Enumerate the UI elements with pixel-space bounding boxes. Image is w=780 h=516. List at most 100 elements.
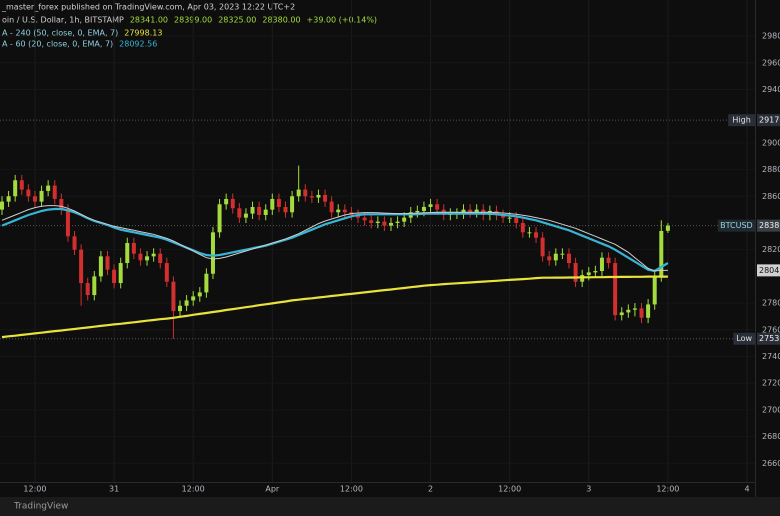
candle-body: [92, 276, 97, 296]
candle-body: [158, 253, 163, 264]
candle-body: [573, 263, 578, 282]
candle-body: [329, 201, 334, 213]
candle-body: [224, 198, 229, 205]
price-tag-label-box: [717, 219, 755, 232]
y-tick-label: 29000: [762, 138, 780, 147]
candle-body: [514, 217, 519, 223]
y-tick-label: 29800: [762, 32, 780, 41]
candle-body: [520, 222, 525, 233]
y-tick-label: 27400: [762, 352, 780, 361]
candle-body: [98, 256, 103, 277]
candle-body: [72, 236, 77, 250]
x-tick-label: 12:00: [182, 485, 205, 494]
candle-body: [250, 206, 255, 214]
candle-body: [118, 263, 123, 284]
candle-body: [85, 283, 90, 296]
x-tick-label: 12:00: [340, 485, 363, 494]
candle-body: [230, 198, 235, 209]
candle-body: [112, 269, 117, 284]
price-tag-label: BTCUSD: [720, 221, 753, 230]
legend-name: A - 60 (20, close, 0, EMA, 7): [2, 40, 113, 49]
footer-brand: TradingView: [13, 502, 68, 512]
candle-body: [468, 209, 473, 213]
candle-body: [613, 263, 618, 316]
y-tick-label: 27600: [762, 325, 780, 334]
price-tag-box: [757, 332, 780, 345]
ohlc-value: 28341.00: [130, 16, 168, 25]
candle-body: [646, 304, 651, 318]
candle-body: [606, 257, 611, 264]
candle-body: [65, 209, 70, 237]
candle-body: [39, 190, 44, 202]
candle-body: [309, 196, 314, 198]
candle-body: [19, 180, 24, 190]
y-tick-label: 27000: [762, 405, 780, 414]
price-tag-box: [757, 264, 780, 277]
legend-value: 28092.56: [119, 40, 157, 49]
candle-body: [303, 189, 308, 197]
candle-body: [639, 308, 644, 318]
price-tag-box: [757, 114, 780, 127]
candle-body: [237, 208, 242, 218]
indicator-line: [1, 207, 669, 273]
x-tick-label: 12:00: [23, 485, 46, 494]
candle-body: [586, 272, 591, 276]
candle-body: [46, 185, 51, 191]
x-tick-label: 31: [109, 485, 119, 494]
y-tick-label: 29400: [762, 85, 780, 94]
ohlc-value: +39.00 (+0.14%): [307, 16, 378, 25]
candle-body: [178, 305, 183, 312]
publisher: _master_forex published on TradingView.c…: [1, 3, 295, 12]
candle-body: [540, 237, 545, 257]
price-tag-value: 28045: [759, 266, 780, 275]
legend-value: 27998.13: [124, 29, 162, 38]
candle-body: [79, 249, 84, 284]
candle-body: [145, 256, 150, 261]
candle-body: [415, 210, 420, 213]
candle-body: [204, 273, 209, 293]
candle-body: [342, 209, 347, 213]
x-tick-label: 2: [428, 485, 433, 494]
candle-body: [501, 214, 506, 218]
price-tag-box: [757, 219, 780, 232]
footer-bar: [0, 497, 780, 516]
candle-body: [323, 194, 328, 202]
y-tick-label: 27800: [762, 299, 780, 308]
ohlc-value: 28380.00: [262, 16, 300, 25]
price-tag-label: Low: [736, 334, 752, 343]
x-tick-label: 3: [586, 485, 591, 494]
y-tick-label: 27200: [762, 379, 780, 388]
candle-body: [217, 204, 222, 233]
candle-body: [375, 221, 380, 223]
candle-body: [599, 257, 604, 272]
price-tag-value: 29170: [759, 116, 780, 125]
x-tick-label: 12:00: [498, 485, 521, 494]
x-tick-label: Apr: [265, 485, 280, 494]
indicator-line: [1, 275, 668, 339]
candle-body: [210, 232, 215, 274]
x-tick-label: 12:00: [656, 485, 679, 494]
candle-body: [105, 256, 110, 270]
y-tick-label: 28800: [762, 165, 780, 174]
candle-body: [665, 225, 670, 231]
candle-body: [362, 217, 367, 221]
legend-name: A - 240 (50, close, 0, EMA, 7): [2, 29, 118, 38]
ohlc-value: 28325.00: [218, 16, 256, 25]
candle-body: [534, 232, 539, 238]
candle-body: [395, 221, 400, 223]
candle-body: [421, 206, 426, 211]
candle-body: [283, 206, 288, 213]
candle-body: [13, 180, 18, 197]
candle-body: [26, 189, 31, 197]
y-tick-label: 29600: [762, 58, 780, 67]
candle-body: [164, 263, 169, 282]
candle-body: [428, 204, 433, 207]
candle-body: [32, 196, 37, 202]
candle-body: [566, 253, 571, 264]
candle-body: [336, 209, 341, 213]
candle-body: [52, 185, 57, 199]
candle-body: [388, 222, 393, 226]
indicator-line: [1, 205, 668, 272]
candle-body: [402, 217, 407, 222]
